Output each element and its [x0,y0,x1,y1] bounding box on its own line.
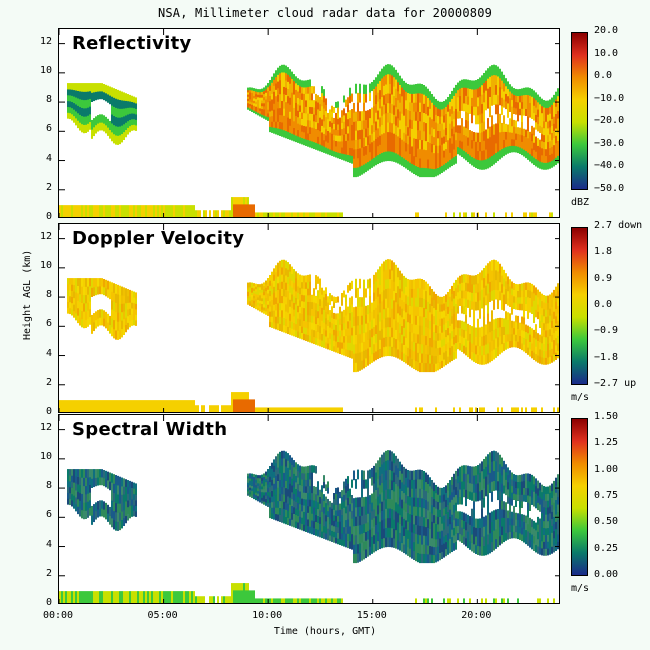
y-tick-label: 8 [45,94,52,106]
colorbar-tick-label: 1.50 [594,411,619,422]
colorbar-tick-label: −50.0 [594,183,625,194]
colorbar-tick-label: 2.7 down [594,220,643,231]
colorbar-unit: dBZ [571,197,590,208]
colorbar-tick-label: 20.0 [594,25,619,36]
y-tick-label: 0 [45,406,52,417]
y-tick-label: 10 [39,450,52,462]
colorbar-tick-label: 1.00 [594,463,619,475]
y-tick-label: 2 [45,376,52,388]
colorbar-2 [571,418,588,576]
colorbar-tick-label: 0.75 [594,490,619,501]
colorbar-tick-label: 0.0 [594,70,613,82]
y-tick-label: 4 [45,538,52,550]
colorbar-tick-label: 0.0 [594,299,613,310]
colorbar-tick-label: −30.0 [594,137,625,149]
colorbar-tick-label: 0.00 [594,569,619,580]
y-tick-label: 8 [45,480,52,492]
y-tick-label: 0 [45,597,52,608]
y-tick-label: 6 [45,123,52,135]
y-tick-label: 0 [45,211,52,222]
y-tick-label: 2 [45,181,52,193]
y-tick-label: 2 [45,567,52,579]
radar-image [59,29,559,217]
panel-spectral-width: Spectral Width [58,414,560,604]
colorbar-tick-label: 10.0 [594,47,619,59]
panel-title: Reflectivity [72,33,192,54]
x-axis-label: Time (hours, GMT) [273,626,377,637]
x-tick-label: 15:00 [356,610,387,621]
x-tick-label: 00:00 [42,610,74,621]
panel-title: Doppler Velocity [72,228,245,249]
x-tick-label: 05:00 [147,610,178,621]
radar-image [59,415,559,603]
colorbar-tick-label: 0.25 [594,542,619,554]
colorbar-tick-label: −0.9 [594,325,619,337]
y-tick-label: 6 [45,318,52,330]
colorbar-tick-label: −2.7 up [594,378,637,389]
y-tick-label: 10 [39,259,52,271]
colorbar-tick-label: −20.0 [594,115,625,127]
colorbar-tick-label: 1.8 [594,246,613,258]
y-tick-label: 6 [45,509,52,521]
y-tick-label: 12 [39,230,52,242]
colorbar-0 [571,32,588,190]
chart-title: NSA, Millimeter cloud radar data for 200… [157,6,493,20]
colorbar-tick-label: 0.9 [594,272,613,284]
colorbar-1 [571,227,588,385]
x-tick-label: 10:00 [252,610,283,621]
panel-doppler-velocity: Doppler Velocity [58,223,560,413]
panel-title: Spectral Width [72,419,228,440]
colorbar-unit: m/s [571,392,590,403]
colorbar-tick-label: 1.25 [594,437,619,449]
y-tick-label: 12 [39,421,52,433]
y-tick-label: 12 [39,35,52,47]
y-axis-label: Height AGL (km) [22,249,33,340]
panel-reflectivity: Reflectivity [58,28,560,218]
y-tick-label: 8 [45,289,52,301]
colorbar-tick-label: −40.0 [594,160,625,172]
y-tick-label: 4 [45,347,52,359]
colorbar-unit: m/s [571,583,590,594]
x-tick-label: 20:00 [461,610,492,621]
colorbar-tick-label: −10.0 [594,92,625,104]
colorbar-tick-label: −1.8 [594,351,619,363]
radar-image [59,224,559,412]
y-tick-label: 10 [39,64,52,76]
colorbar-tick-label: 0.50 [594,516,619,528]
y-tick-label: 4 [45,152,52,164]
